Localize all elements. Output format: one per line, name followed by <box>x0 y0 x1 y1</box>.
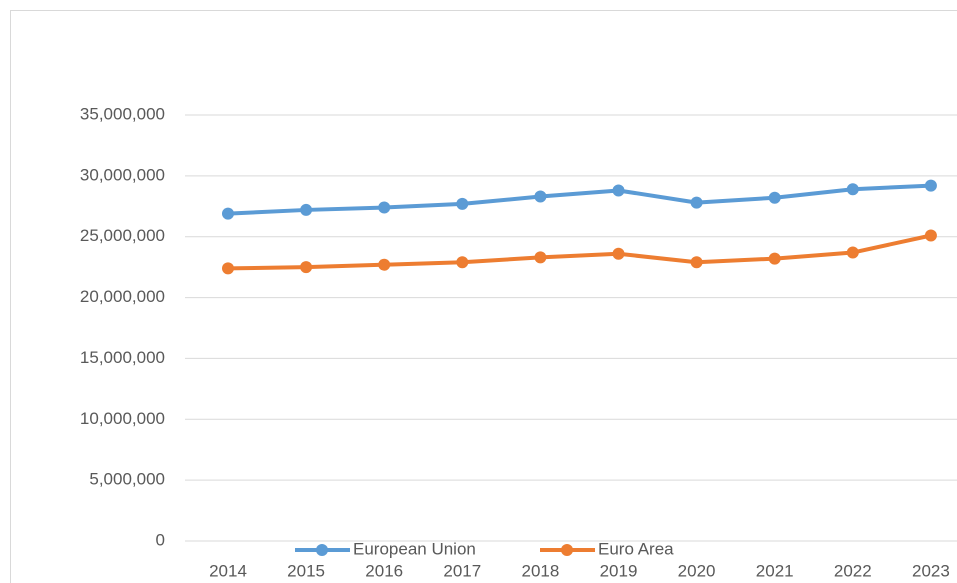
point <box>222 207 234 220</box>
point <box>456 256 469 269</box>
point <box>378 258 391 271</box>
point <box>300 261 313 274</box>
point <box>690 256 703 269</box>
point <box>612 247 625 260</box>
point <box>768 252 781 265</box>
series-line <box>227 183 931 216</box>
legend-label: Euro Area <box>598 539 674 558</box>
x-tick-label: 2017 <box>443 561 481 580</box>
x-tick-label: 2014 <box>209 561 247 580</box>
y-tick-label: 10,000,000 <box>80 409 165 428</box>
point <box>378 201 391 214</box>
chart-frame <box>10 10 957 583</box>
point <box>456 197 469 210</box>
x-tick-label: 2023 <box>912 561 950 580</box>
y-tick-label: 5,000,000 <box>89 470 165 489</box>
legend-marker <box>316 544 328 556</box>
point <box>222 262 234 275</box>
point <box>300 203 313 216</box>
y-tick-label: 15,000,000 <box>80 348 165 367</box>
y-tick-label: 35,000,000 <box>80 104 165 123</box>
point <box>924 179 937 192</box>
point <box>534 251 547 264</box>
x-tick-label: 2020 <box>678 561 716 580</box>
x-tick-label: 2019 <box>600 561 638 580</box>
legend-label: European Union <box>353 539 476 558</box>
point <box>690 196 703 209</box>
series-line <box>227 233 932 271</box>
x-tick-label: 2021 <box>756 561 794 580</box>
x-tick-label: 2016 <box>365 561 403 580</box>
y-tick-label: 0 <box>156 530 165 549</box>
point <box>534 190 547 203</box>
y-tick-label: 25,000,000 <box>80 226 165 245</box>
point <box>768 191 781 204</box>
point <box>846 246 859 259</box>
y-tick-label: 30,000,000 <box>80 165 165 184</box>
point <box>612 184 625 197</box>
legend-marker <box>561 544 573 556</box>
x-tick-label: 2022 <box>834 561 872 580</box>
point <box>924 229 937 242</box>
x-tick-label: 2015 <box>287 561 325 580</box>
y-tick-label: 20,000,000 <box>80 287 165 306</box>
point <box>846 183 859 196</box>
x-tick-label: 2018 <box>521 561 559 580</box>
